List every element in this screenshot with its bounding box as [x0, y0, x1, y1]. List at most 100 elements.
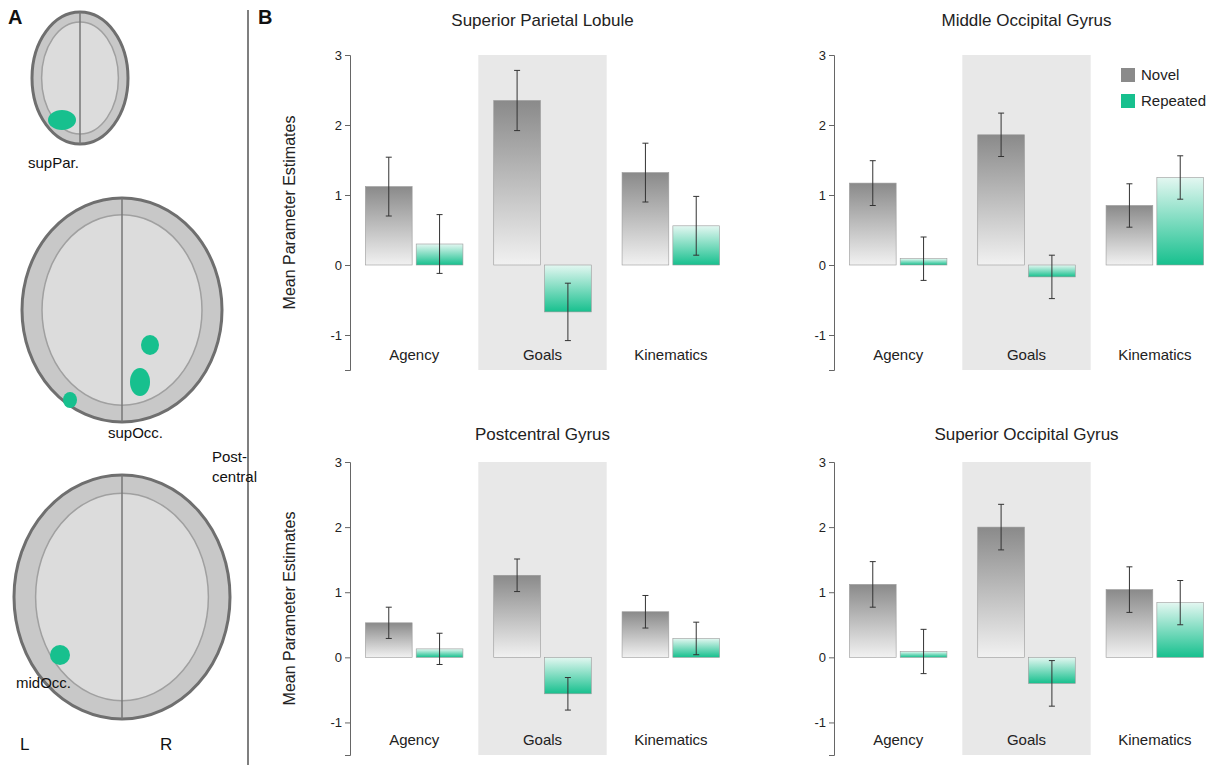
- error-cap: [1126, 183, 1132, 184]
- tick-mark: [829, 195, 834, 196]
- error-stem: [1129, 184, 1130, 227]
- error-bar: [1049, 255, 1055, 298]
- tick: 1: [819, 188, 834, 203]
- error-cap: [998, 549, 1004, 550]
- error-cap: [1177, 155, 1183, 156]
- y-axis: -10123: [330, 48, 350, 371]
- error-cap: [1177, 199, 1183, 200]
- error-cap: [437, 633, 443, 634]
- error-stem: [1051, 661, 1052, 707]
- category-label: Goals: [523, 731, 562, 748]
- error-bar: [386, 607, 392, 638]
- error-cap: [998, 504, 1004, 505]
- legend-item: Novel: [1121, 66, 1179, 83]
- error-bar: [1126, 184, 1132, 227]
- tick-mark: [345, 335, 350, 336]
- error-cap: [921, 280, 927, 281]
- tick-mark: [829, 55, 834, 56]
- error-stem: [567, 678, 568, 711]
- tick-mark: [829, 722, 834, 723]
- region-label: Post-central: [212, 448, 257, 485]
- series: [900, 581, 1203, 707]
- category-label: Agency: [873, 346, 924, 363]
- series: [416, 622, 719, 710]
- error-cap: [642, 628, 648, 629]
- error-stem: [872, 161, 873, 206]
- midline: [79, 12, 81, 144]
- tick-label: 3: [335, 48, 342, 63]
- category-highlight: [962, 55, 1090, 370]
- error-bar: [642, 595, 648, 628]
- figure: ABsupPar.Post-centralsupOcc.midOcc.LR-10…: [0, 0, 1232, 769]
- series: [849, 113, 1152, 265]
- tick: 1: [335, 585, 350, 600]
- error-bar: [565, 283, 571, 340]
- tick: -1: [330, 715, 350, 730]
- divider: [247, 10, 249, 765]
- activation-blob: [48, 110, 76, 130]
- error-bar: [514, 559, 520, 592]
- tick: 3: [335, 48, 350, 63]
- error-stem: [1001, 113, 1002, 156]
- error-cap: [693, 654, 699, 655]
- error-stem: [645, 595, 646, 628]
- error-stem: [439, 633, 440, 664]
- category-label: Agency: [873, 731, 924, 748]
- error-bar: [565, 678, 571, 711]
- error-cap: [437, 214, 443, 215]
- legend-swatch: [1121, 68, 1135, 82]
- category-label: Kinematics: [1118, 346, 1191, 363]
- panel-letter: A: [8, 6, 22, 28]
- axis-line: [345, 463, 351, 756]
- error-cap: [693, 255, 699, 256]
- tick-mark: [345, 55, 350, 56]
- error-cap: [693, 622, 699, 623]
- error-cap: [386, 157, 392, 158]
- tick: 2: [335, 520, 350, 535]
- plot-area: [849, 504, 1203, 706]
- error-stem: [1180, 581, 1181, 625]
- error-cap: [437, 664, 443, 665]
- error-cap: [1126, 566, 1132, 567]
- tick-label: 2: [335, 118, 342, 133]
- brain-slice: [14, 475, 230, 719]
- error-bar: [1126, 567, 1132, 613]
- tick: 0: [819, 258, 834, 273]
- error-cap: [642, 143, 648, 144]
- plot-area: [365, 559, 719, 710]
- tick-mark: [345, 265, 350, 266]
- tick: 3: [819, 48, 834, 63]
- tick: 3: [819, 455, 834, 470]
- error-cap: [998, 113, 1004, 114]
- plot-area: [365, 70, 719, 340]
- midline: [121, 475, 123, 719]
- error-stem: [1051, 255, 1052, 298]
- midline: [121, 198, 123, 422]
- series: [416, 196, 719, 340]
- region-label: supOcc.: [108, 424, 163, 441]
- tick-mark: [829, 527, 834, 528]
- legend-label: Repeated: [1141, 92, 1206, 109]
- error-cap: [565, 677, 571, 678]
- brain-slice: [32, 12, 128, 144]
- error-cap: [1126, 227, 1132, 228]
- error-cap: [565, 710, 571, 711]
- series: [900, 156, 1203, 299]
- error-cap: [1126, 612, 1132, 613]
- error-cap: [870, 160, 876, 161]
- category-label: Kinematics: [634, 731, 707, 748]
- category-label: Agency: [389, 731, 440, 748]
- error-bar: [870, 562, 876, 608]
- axis-line: [829, 56, 835, 371]
- category-label: Kinematics: [634, 346, 707, 363]
- brain-outline: [22, 198, 222, 422]
- error-cap: [1049, 255, 1055, 256]
- error-cap: [565, 340, 571, 341]
- legend-item: Repeated: [1121, 92, 1206, 109]
- error-bar: [693, 622, 699, 655]
- error-bar: [1049, 661, 1055, 707]
- tick-label: 1: [335, 585, 342, 600]
- tick: 0: [335, 258, 350, 273]
- brain-outline: [32, 12, 128, 144]
- chart: -10123AgencyGoalsKinematics: [330, 48, 719, 371]
